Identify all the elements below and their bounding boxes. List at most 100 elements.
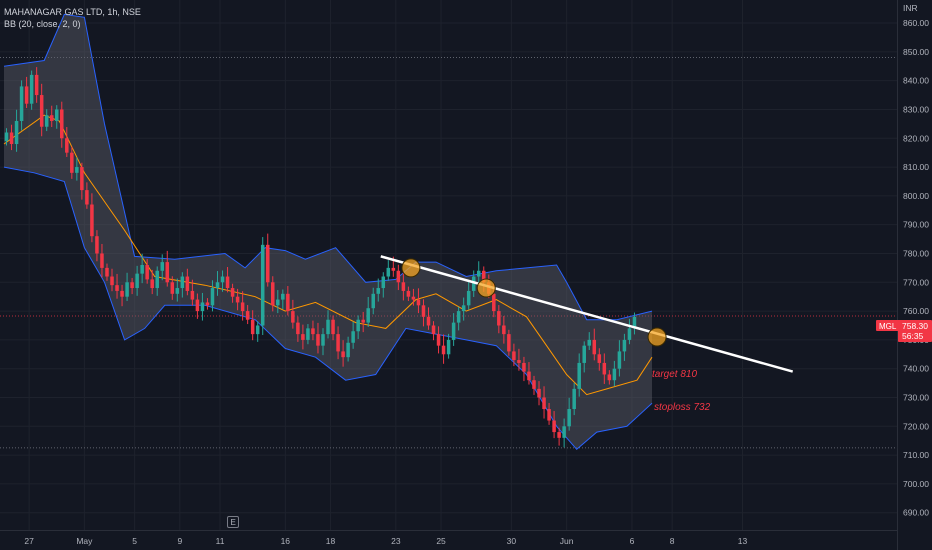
candle-body xyxy=(145,265,149,280)
candle-body xyxy=(336,334,340,352)
candle-body xyxy=(592,339,597,355)
candle-body xyxy=(155,270,159,289)
candle-body xyxy=(250,319,255,335)
y-tick-label: 780.00 xyxy=(903,248,929,258)
trendline-layer xyxy=(380,255,794,373)
indicator-title[interactable]: BB (20, close, 2, 0) xyxy=(4,19,81,29)
candle-body xyxy=(391,267,396,271)
x-tick-label: 25 xyxy=(436,536,446,546)
basis-line xyxy=(3,114,653,396)
candle-body xyxy=(150,279,154,289)
candle-body xyxy=(245,311,250,320)
grid xyxy=(0,0,898,530)
price-label-box xyxy=(898,320,932,342)
candle-body xyxy=(512,351,516,361)
touch-marker[interactable] xyxy=(401,258,421,278)
candle-body xyxy=(522,362,526,372)
candle-body xyxy=(135,273,139,289)
candle-body xyxy=(446,339,451,355)
candle-body xyxy=(95,236,99,254)
touch-marker[interactable] xyxy=(476,278,496,298)
target-annotation: target 810 xyxy=(652,369,697,380)
y-tick-label: 720.00 xyxy=(903,421,929,431)
candle-body xyxy=(75,167,79,173)
candle-body xyxy=(507,334,511,352)
lower-band xyxy=(3,166,653,451)
candle-body xyxy=(416,299,421,306)
candle-body xyxy=(527,371,531,381)
chart-legend: MAHANAGAR GAS LTD, 1h, NSE BB (20, close… xyxy=(4,6,141,30)
y-tick-label: 830.00 xyxy=(903,104,929,114)
symbol-title[interactable]: MAHANAGAR GAS LTD, 1h, NSE xyxy=(4,7,141,17)
candle-body xyxy=(517,360,521,363)
candle-body xyxy=(492,293,496,312)
candle-body xyxy=(381,276,386,289)
candle-body xyxy=(286,293,290,312)
candle-body xyxy=(547,409,551,421)
candle-body xyxy=(396,270,401,283)
earnings-marker-label: E xyxy=(231,518,236,527)
candle-body xyxy=(441,345,446,355)
x-tick-label: 13 xyxy=(738,536,748,546)
x-tick-label: 18 xyxy=(326,536,336,546)
candle-body xyxy=(185,276,190,291)
candle-body xyxy=(60,109,64,139)
touch-marker[interactable] xyxy=(647,327,667,347)
candle-body xyxy=(24,86,29,104)
candle-body xyxy=(471,276,476,291)
candle-body xyxy=(326,319,330,335)
x-tick-label: 9 xyxy=(177,536,182,546)
candle-body xyxy=(140,265,144,274)
candle-body xyxy=(552,420,556,433)
bollinger-bands xyxy=(3,13,653,451)
candle-body xyxy=(607,374,612,381)
x-tick-label: Jun xyxy=(560,536,574,546)
candle-body xyxy=(537,388,541,398)
trendline[interactable] xyxy=(380,255,794,373)
candle-body xyxy=(110,276,114,286)
candle-body xyxy=(597,354,602,363)
candle-body xyxy=(175,288,180,294)
candle-body xyxy=(240,302,245,312)
y-tick-label: 700.00 xyxy=(903,479,929,489)
candle-body xyxy=(582,345,586,363)
currency-label: INR xyxy=(903,3,918,13)
y-tick-label: 790.00 xyxy=(903,220,929,230)
candle-body xyxy=(612,368,617,381)
candle-body xyxy=(271,282,275,306)
earnings-marker[interactable]: E xyxy=(227,516,239,528)
candle-body xyxy=(4,132,9,142)
candle-body xyxy=(411,296,416,300)
candle-body xyxy=(120,290,124,297)
candle-body xyxy=(9,132,14,145)
x-tick-label: 6 xyxy=(630,536,635,546)
y-tick-label: 760.00 xyxy=(903,306,929,316)
y-tick-label: 850.00 xyxy=(903,47,929,57)
candle-body xyxy=(356,319,360,332)
y-tick-label: 810.00 xyxy=(903,162,929,172)
y-tick-label: 710.00 xyxy=(903,450,929,460)
price-label: 758.30 xyxy=(902,321,928,331)
candle-body xyxy=(19,86,24,121)
x-tick-label: 16 xyxy=(281,536,291,546)
candle-body xyxy=(276,299,280,306)
y-tick-label: 820.00 xyxy=(903,133,929,143)
candle-body xyxy=(497,311,501,326)
earnings-marker-box[interactable] xyxy=(227,516,239,528)
candle-body xyxy=(225,276,230,289)
candle-body xyxy=(321,334,325,346)
candle-body xyxy=(85,190,89,205)
stoploss-annotation: stoploss 732 xyxy=(654,402,711,413)
candle-body xyxy=(29,74,34,104)
candle-body xyxy=(34,74,39,96)
candle-body xyxy=(296,322,300,335)
candle-body xyxy=(502,325,506,335)
candle-body xyxy=(587,339,592,346)
candle-body xyxy=(632,316,637,329)
candle-body xyxy=(461,305,466,312)
candle-body xyxy=(451,322,456,340)
candle-body xyxy=(306,328,310,340)
